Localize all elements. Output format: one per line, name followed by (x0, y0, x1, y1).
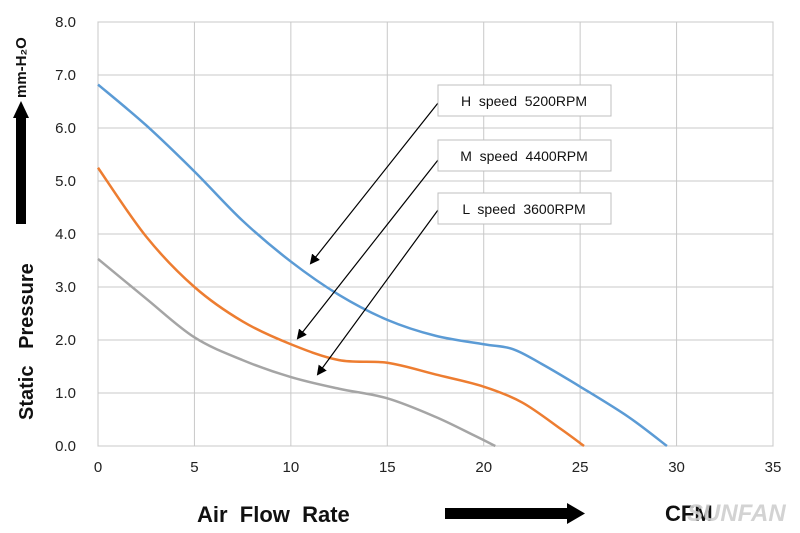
x-axis-arrow-shaft (445, 508, 569, 519)
x-axis-label: Air Flow Rate (197, 502, 350, 527)
series-line-l-speed (97, 257, 496, 448)
y-tick-labels: 0.0 1.0 2.0 3.0 4.0 5.0 6.0 7.0 8.0 (55, 14, 76, 455)
legend-box-m (437, 139, 612, 172)
watermark-text: SUNFAN (687, 500, 786, 527)
x-axis-arrow-head (567, 503, 585, 524)
y-tick-label: 6.0 (55, 120, 76, 137)
y-axis-arrow-shaft (16, 116, 26, 224)
legend-arrow-h (309, 102, 439, 265)
y-tick-label: 3.0 (55, 279, 76, 296)
y-tick-label: 8.0 (55, 14, 76, 31)
x-tick-label: 25 (572, 459, 589, 476)
y-axis-unit: mm-H₂O (13, 37, 30, 98)
y-tick-label: 0.0 (55, 438, 76, 455)
y-tick-label: 2.0 (55, 332, 76, 349)
x-tick-labels: 0 5 10 15 20 25 30 35 (94, 459, 782, 476)
x-axis-title: Air Flow Rate CFM (197, 501, 713, 527)
legend-label-h: H speed 5200RPM (461, 93, 587, 109)
x-axis-unit: CFM (665, 501, 713, 526)
x-tick-label: 30 (668, 459, 685, 476)
legend: H speed 5200RPM M speed 4400RPM L speed … (296, 84, 612, 376)
series-line-m-speed (96, 167, 585, 448)
series-line-h-speed (97, 83, 668, 447)
brand-watermark: SUNFAN (687, 500, 786, 527)
legend-arrow-m (296, 159, 439, 340)
y-tick-label: 5.0 (55, 173, 76, 190)
y-axis-title: Static Pressure mm-H₂O (13, 37, 38, 420)
x-tick-label: 20 (475, 459, 492, 476)
grid-lines (97, 21, 774, 447)
x-tick-label: 15 (379, 459, 396, 476)
x-tick-label: 0 (94, 459, 102, 476)
legend-arrow-l (316, 209, 439, 376)
x-tick-label: 10 (283, 459, 300, 476)
legend-label-m: M speed 4400RPM (460, 148, 588, 164)
legend-box-h (437, 84, 612, 117)
y-tick-label: 4.0 (55, 226, 76, 243)
y-tick-label: 7.0 (55, 67, 76, 84)
legend-box-l (437, 192, 612, 225)
series-lines (96, 83, 668, 448)
y-axis-arrow-head (13, 101, 29, 118)
x-tick-label: 35 (765, 459, 782, 476)
y-axis-label: Static Pressure (16, 263, 38, 420)
x-tick-label: 5 (190, 459, 198, 476)
y-tick-label: 1.0 (55, 385, 76, 402)
legend-label-l: L speed 3600RPM (462, 201, 585, 217)
